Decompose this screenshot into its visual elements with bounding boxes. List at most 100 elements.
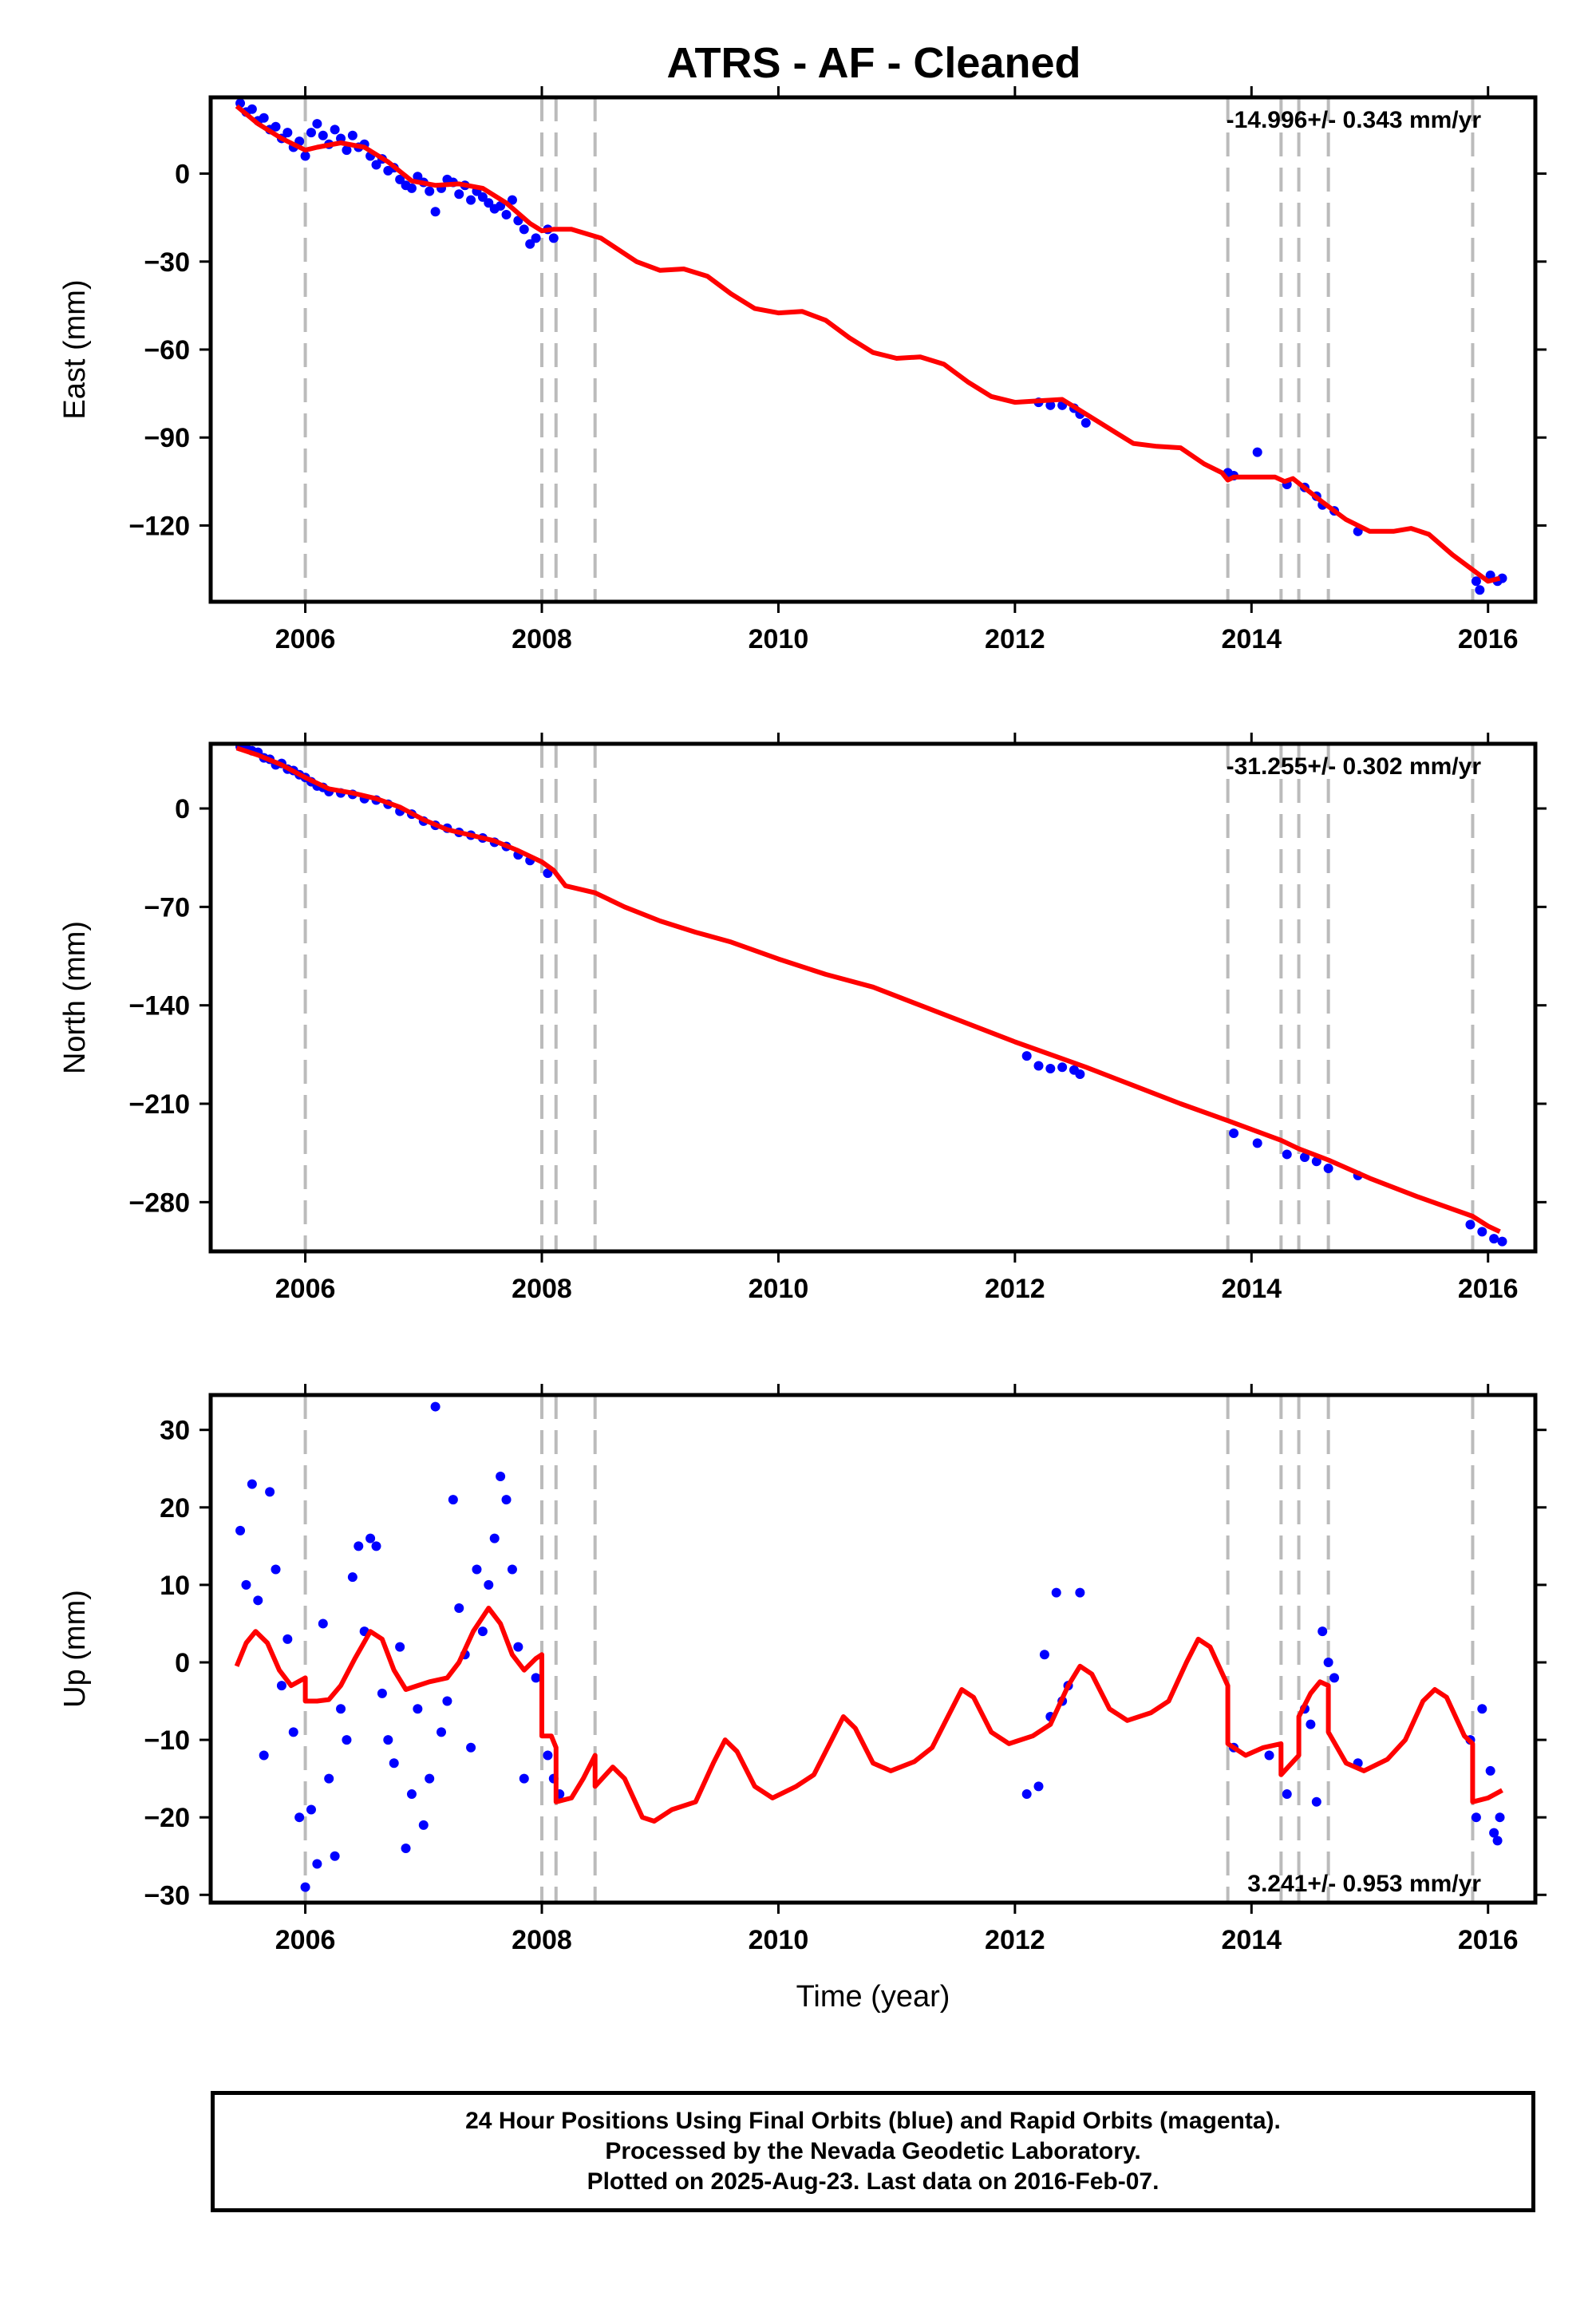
data-point (1471, 576, 1481, 587)
y-tick-label: −140 (128, 991, 190, 1022)
data-point (484, 198, 494, 208)
panel-up: 2006 2008 2010 2012 2014 20163020100−10−20−30… (58, 1384, 1547, 2014)
data-point (442, 1696, 452, 1706)
data-point (1485, 1765, 1495, 1776)
data-point (259, 1750, 269, 1761)
data-point (1497, 1236, 1507, 1247)
data-point (342, 1735, 352, 1745)
model-line (235, 745, 1501, 1235)
y-axis-label: North (mm) (58, 921, 92, 1074)
y-tick-label: 0 (175, 160, 190, 190)
data-point (389, 1758, 399, 1769)
data-point (365, 1533, 376, 1543)
model-line (234, 1606, 1503, 1824)
panel-frame (208, 1393, 1538, 1905)
rate-label: -31.255+/- 0.302 mm/yr (1227, 753, 1482, 780)
plot-area (235, 744, 1507, 1251)
data-point (276, 1681, 286, 1691)
panel-frame (208, 95, 1538, 604)
data-point (1033, 1781, 1044, 1792)
y-tick-label: 20 (160, 1493, 190, 1524)
data-point (1492, 1836, 1503, 1846)
data-point (507, 1564, 517, 1575)
data-point (235, 1525, 246, 1535)
data-point (312, 1859, 322, 1869)
y-tick-label: −10 (144, 1725, 190, 1756)
data-point (282, 128, 293, 138)
y-axis-label: Up (mm) (58, 1590, 92, 1708)
data-point (1057, 1062, 1068, 1073)
data-point (406, 1789, 417, 1800)
data-point (1264, 1750, 1274, 1761)
data-point (253, 1595, 263, 1606)
x-tick-label: 2010 (749, 1925, 809, 1955)
x-tick-label: 2012 (985, 624, 1045, 654)
data-point (507, 195, 517, 205)
data-point (377, 1688, 387, 1698)
data-point (371, 1541, 381, 1551)
data-point (484, 1579, 494, 1590)
rate-label: 3.241+/- 0.953 mm/yr (1247, 1871, 1481, 1897)
data-point (418, 1820, 429, 1830)
data-point (531, 1673, 541, 1683)
y-tick-label: −120 (128, 511, 190, 541)
data-point (1306, 1719, 1316, 1729)
footer-line-3: Plotted on 2025-Aug-23. Last data on 201… (587, 2168, 1159, 2195)
footer-line-1: 24 Hour Positions Using Final Orbits (bl… (465, 2108, 1281, 2134)
data-point (1252, 1138, 1262, 1148)
data-point (336, 133, 346, 144)
x-tick-label: 2006 (275, 1925, 336, 1955)
data-point (247, 1479, 257, 1489)
data-point (259, 113, 269, 123)
x-tick-label: 2010 (749, 1274, 809, 1304)
data-point (1033, 1061, 1044, 1071)
data-point (519, 224, 529, 235)
data-point (324, 1773, 334, 1784)
data-point (543, 1750, 553, 1761)
data-point (271, 1564, 281, 1575)
data-point (1282, 1789, 1292, 1800)
y-axis-label: East (mm) (58, 279, 92, 419)
data-point (401, 1844, 411, 1854)
data-point (300, 1882, 310, 1892)
data-point (336, 1704, 346, 1714)
data-point (472, 1564, 482, 1575)
data-point (1323, 1657, 1333, 1667)
data-point (496, 1471, 506, 1481)
y-tick-label: 0 (175, 794, 190, 824)
data-point (395, 174, 405, 184)
data-point (1080, 417, 1091, 428)
y-tick-label: −20 (144, 1803, 190, 1833)
data-point (282, 1634, 293, 1644)
data-point (531, 233, 541, 243)
y-tick-label: −210 (128, 1089, 190, 1120)
data-point (477, 1626, 488, 1637)
data-point (466, 195, 476, 205)
data-point (430, 1401, 440, 1412)
data-point (306, 1804, 316, 1815)
x-tick-label: 2014 (1221, 1274, 1282, 1304)
data-point (1323, 1164, 1333, 1174)
y-tick-label: −90 (144, 423, 190, 453)
data-point (454, 1603, 464, 1614)
data-point (1477, 1704, 1487, 1714)
plot-area (234, 1395, 1505, 1903)
plot-area (235, 97, 1507, 602)
data-point (1045, 400, 1056, 410)
data-point (347, 1572, 358, 1583)
data-point (501, 1495, 512, 1505)
data-point (1311, 1156, 1321, 1167)
data-point (437, 1727, 447, 1737)
x-axis-label: Time (year) (796, 1980, 950, 2014)
y-tick-label: −280 (128, 1188, 190, 1218)
footer-line-2: Processed by the Nevada Geodetic Laborat… (605, 2138, 1141, 2164)
data-point (1229, 1128, 1239, 1139)
x-tick-label: 2006 (275, 1274, 336, 1304)
x-tick-label: 2008 (512, 1925, 572, 1955)
data-point (548, 233, 559, 243)
y-tick-label: −70 (144, 892, 190, 923)
data-point (1051, 1587, 1061, 1598)
x-tick-label: 2016 (1458, 1274, 1519, 1304)
data-point (271, 121, 281, 132)
